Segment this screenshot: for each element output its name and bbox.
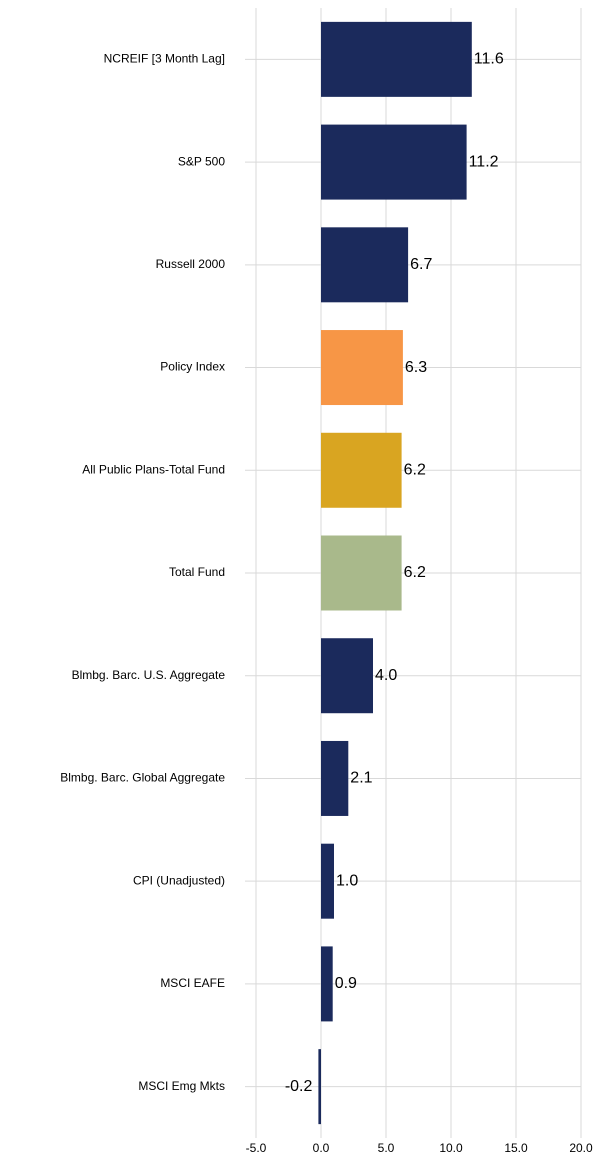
value-label: 2.1 bbox=[350, 770, 372, 787]
bar bbox=[321, 124, 467, 200]
category-label: MSCI Emg Mkts bbox=[138, 1079, 225, 1093]
value-label: 11.2 bbox=[469, 153, 499, 170]
bar bbox=[321, 227, 409, 303]
value-label: -0.2 bbox=[285, 1078, 313, 1095]
category-label: Policy Index bbox=[160, 360, 225, 374]
category-label: Russell 2000 bbox=[156, 257, 226, 271]
bar bbox=[318, 1049, 321, 1125]
category-label: Blmbg. Barc. Global Aggregate bbox=[60, 771, 225, 785]
value-label: 11.6 bbox=[474, 51, 504, 68]
bar bbox=[321, 535, 402, 611]
value-label: 4.0 bbox=[375, 667, 397, 684]
value-label: 0.9 bbox=[335, 975, 357, 992]
category-label: MSCI EAFE bbox=[160, 976, 225, 990]
value-label: 6.7 bbox=[410, 256, 432, 273]
x-tick-label: 10.0 bbox=[439, 1141, 463, 1155]
x-tick-label: -5.0 bbox=[246, 1141, 267, 1155]
bar bbox=[321, 330, 403, 406]
value-label: 6.3 bbox=[405, 359, 427, 376]
x-tick-label: 15.0 bbox=[504, 1141, 528, 1155]
bar bbox=[321, 432, 402, 508]
bar bbox=[321, 638, 373, 714]
x-tick-label: 0.0 bbox=[313, 1141, 330, 1155]
x-tick-label: 20.0 bbox=[569, 1141, 593, 1155]
category-label: All Public Plans-Total Fund bbox=[82, 462, 225, 476]
value-label: 6.2 bbox=[404, 564, 426, 581]
category-label: NCREIF [3 Month Lag] bbox=[104, 52, 225, 66]
value-label: 1.0 bbox=[336, 872, 358, 889]
category-label: S&P 500 bbox=[178, 154, 225, 168]
bar bbox=[321, 946, 333, 1022]
bar bbox=[321, 740, 349, 816]
category-label: CPI (Unadjusted) bbox=[133, 873, 225, 887]
value-label: 6.2 bbox=[404, 461, 426, 478]
category-label: Blmbg. Barc. U.S. Aggregate bbox=[72, 668, 226, 682]
x-tick-label: 5.0 bbox=[378, 1141, 395, 1155]
bar bbox=[321, 21, 472, 97]
category-label: Total Fund bbox=[169, 565, 225, 579]
bar bbox=[321, 843, 334, 919]
